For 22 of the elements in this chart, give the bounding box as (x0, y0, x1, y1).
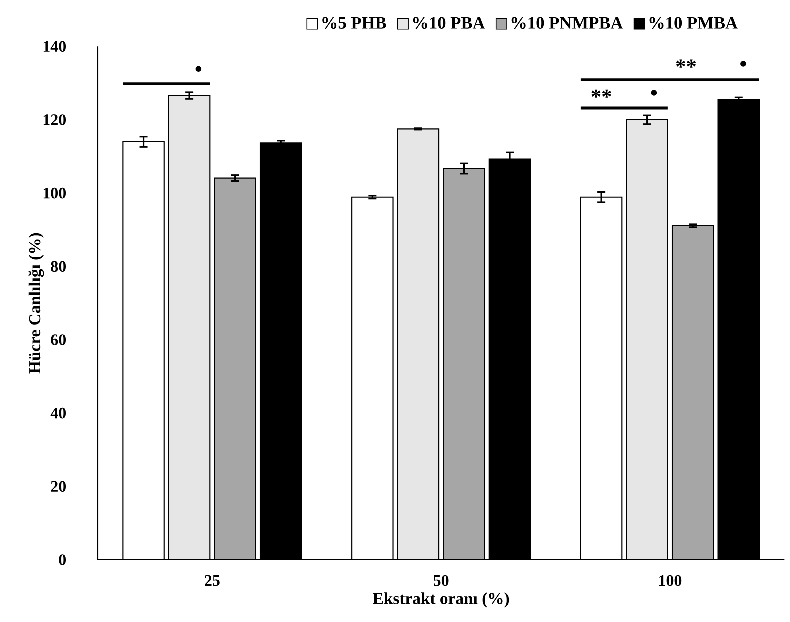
annotation: ** (592, 90, 612, 98)
y-tick-label: 120 (44, 114, 66, 126)
legend-label: %5 PHB (322, 17, 386, 30)
y-tick-label: 80 (51, 261, 66, 272)
y-tick-label: 140 (44, 41, 66, 52)
x-tick-label: 25 (205, 575, 220, 586)
x-tick-label: 50 (434, 575, 449, 586)
annotation: • (740, 61, 746, 67)
x-tick-label: 100 (660, 575, 682, 586)
y-tick-label: 20 (51, 481, 66, 492)
y-tick-label: 100 (44, 188, 66, 199)
legend-label: %10 PBA (413, 17, 486, 30)
annotation: ** (676, 60, 696, 68)
legend-label: %10 PNMPBA (512, 17, 624, 30)
legend-label: %10 PMBA (650, 17, 738, 30)
y-tick-label: 0 (59, 554, 66, 566)
annotation: • (651, 90, 658, 96)
annotation: • (196, 66, 202, 72)
x-axis-title: Ekstrakt oranı (%) (373, 592, 510, 608)
y-tick-label: 40 (50, 408, 66, 419)
y-axis-title: Hücre Canlılığı (%) (28, 233, 44, 374)
y-tick-label: 60 (51, 334, 66, 346)
